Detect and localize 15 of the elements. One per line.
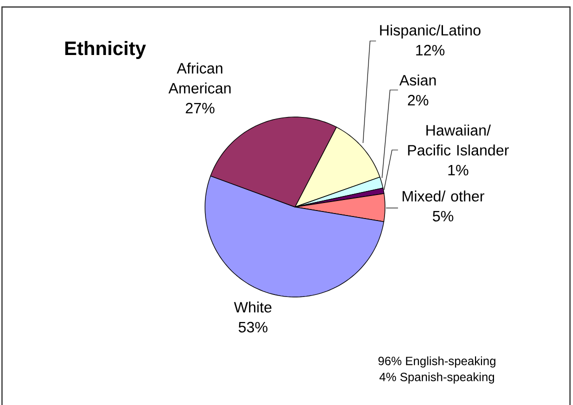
slice-label: African American: [168, 62, 231, 94]
data-label: 53%: [238, 322, 268, 332]
data-label: 5%: [432, 210, 454, 222]
slice-label: White: [234, 302, 272, 313]
data-label: 2%: [408, 94, 428, 106]
data-label: 12%: [416, 44, 444, 56]
text: 96% English-speaking: [378, 356, 496, 368]
data-label: 27%: [186, 102, 214, 114]
data-label: 1%: [448, 164, 468, 176]
text: Ethnicity: [65, 40, 146, 60]
slice-label: Hispanic/Latino: [380, 24, 480, 38]
slice-label: Asian: [399, 74, 436, 86]
slice-label: Mixed/ other: [402, 190, 484, 202]
slice-label: Hawaiian/ Pacific Islander: [408, 124, 509, 156]
text: 4% Spanish-speaking: [379, 372, 494, 384]
